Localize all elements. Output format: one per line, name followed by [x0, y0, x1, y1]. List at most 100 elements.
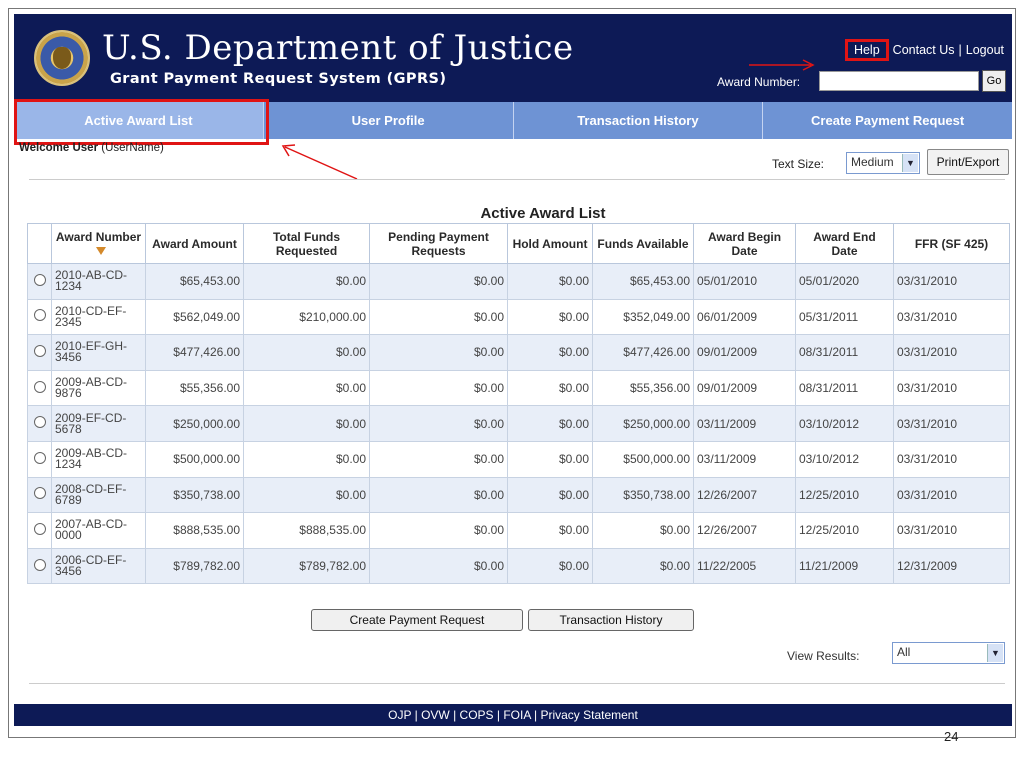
help-link[interactable]: Help — [844, 39, 889, 61]
radio-icon[interactable] — [33, 273, 46, 286]
cell-ffr: 03/31/2010 — [893, 512, 1010, 549]
cell-begin-date: 09/01/2009 — [693, 369, 796, 407]
view-results-value: All — [897, 645, 911, 659]
radio-icon[interactable] — [33, 487, 46, 500]
tab-create-payment-request[interactable]: Create Payment Request — [811, 113, 965, 128]
table-header-row: Award Number Award Amount Total Funds Re… — [27, 223, 1010, 264]
cell-end-date: 11/21/2009 — [795, 547, 894, 585]
header-award-amount: Award Amount — [145, 223, 244, 264]
cell-award-number: 2009-AB-CD-9876 — [51, 369, 146, 407]
cell-pending-payment: $0.00 — [369, 405, 508, 442]
contact-us-link[interactable]: Contact Us — [892, 43, 955, 57]
cell-total-funds: $0.00 — [243, 369, 370, 407]
cell-end-date: 05/01/2020 — [795, 263, 894, 300]
cell-funds-available: $0.00 — [592, 547, 694, 585]
row-select-cell — [27, 263, 52, 300]
header-hold-amount: Hold Amount — [507, 223, 593, 264]
page-number: 24 — [944, 729, 959, 744]
cell-end-date: 12/25/2010 — [795, 476, 894, 514]
row-select-cell — [27, 405, 52, 442]
cell-ffr: 03/31/2010 — [893, 369, 1010, 407]
site-subtitle: Grant Payment Request System (GPRS) — [110, 71, 447, 87]
transaction-history-button[interactable]: Transaction History — [528, 609, 694, 631]
go-button[interactable]: Go — [982, 70, 1006, 92]
table-row[interactable]: 2009-AB-CD-1234 $500,000.00 $0.00 $0.00 $0.0… — [27, 440, 1010, 478]
cell-hold-amount: $0.00 — [507, 440, 593, 478]
cell-award-amount: $65,453.00 — [145, 263, 244, 300]
cell-funds-available: $55,356.00 — [592, 369, 694, 407]
text-size-select[interactable]: Medium ▼ — [846, 152, 920, 174]
cell-pending-payment: $0.00 — [369, 440, 508, 478]
cell-pending-payment: $0.00 — [369, 476, 508, 514]
cell-begin-date: 12/26/2007 — [693, 476, 796, 514]
table-row[interactable]: 2010-EF-GH-3456 $477,426.00 $0.00 $0.00 $0.0… — [27, 334, 1010, 371]
cell-pending-payment: $0.00 — [369, 298, 508, 336]
header-end-date: Award End Date — [795, 223, 894, 264]
table-title: Active Award List — [480, 205, 606, 222]
radio-icon[interactable] — [33, 380, 46, 393]
create-payment-request-button[interactable]: Create Payment Request — [311, 609, 523, 631]
cell-funds-available: $250,000.00 — [592, 405, 694, 442]
cell-pending-payment: $0.00 — [369, 334, 508, 371]
cell-funds-available: $477,426.00 — [592, 334, 694, 371]
header-select — [27, 223, 52, 264]
tab-transaction-history[interactable]: Transaction History — [514, 102, 764, 139]
table-row[interactable]: 2009-AB-CD-9876 $55,356.00 $0.00 $0.00 $0.00… — [27, 369, 1010, 407]
main-nav: Active Award List User Profile Transacti… — [14, 102, 1012, 139]
cell-begin-date: 03/11/2009 — [693, 440, 796, 478]
cell-ffr: 12/31/2009 — [893, 547, 1010, 585]
table-row[interactable]: 2010-CD-EF-2345 $562,049.00 $210,000.00 $0.… — [27, 298, 1010, 336]
print-export-button[interactable]: Print/Export — [927, 149, 1009, 175]
radio-icon[interactable] — [33, 309, 46, 322]
cell-total-funds: $888,535.00 — [243, 512, 370, 549]
cell-funds-available: $500,000.00 — [592, 440, 694, 478]
row-select-cell — [27, 334, 52, 371]
logout-link[interactable]: Logout — [965, 43, 1004, 57]
cell-end-date: 03/10/2012 — [795, 405, 894, 442]
cell-hold-amount: $0.00 — [507, 476, 593, 514]
cell-award-amount: $888,535.00 — [145, 512, 244, 549]
cell-award-number: 2007-AB-CD-0000 — [51, 512, 146, 549]
divider — [29, 179, 1005, 180]
cell-total-funds: $789,782.00 — [243, 547, 370, 585]
row-select-cell — [27, 369, 52, 407]
cell-total-funds: $0.00 — [243, 334, 370, 371]
table-row[interactable]: 2007-AB-CD-0000 $888,535.00 $888,535.00 $0.… — [27, 512, 1010, 549]
cell-pending-payment: $0.00 — [369, 263, 508, 300]
cell-ffr: 03/31/2010 — [893, 405, 1010, 442]
cell-hold-amount: $0.00 — [507, 547, 593, 585]
radio-icon[interactable] — [33, 451, 46, 464]
row-select-cell — [27, 512, 52, 549]
cell-end-date: 12/25/2010 — [795, 512, 894, 549]
table-row[interactable]: 2006-CD-EF-3456 $789,782.00 $789,782.00 $0.… — [27, 547, 1010, 585]
cell-ffr: 03/31/2010 — [893, 334, 1010, 371]
radio-icon[interactable] — [33, 416, 46, 429]
sort-desc-icon[interactable] — [95, 247, 106, 256]
cell-funds-available: $65,453.00 — [592, 263, 694, 300]
cell-award-amount: $500,000.00 — [145, 440, 244, 478]
table-row[interactable]: 2010-AB-CD-1234 $65,453.00 $0.00 $0.00 $0.00… — [27, 263, 1010, 300]
radio-icon[interactable] — [33, 344, 46, 357]
cell-award-amount: $562,049.00 — [145, 298, 244, 336]
cell-begin-date: 06/01/2009 — [693, 298, 796, 336]
cell-award-amount: $477,426.00 — [145, 334, 244, 371]
footer-links[interactable]: OJP | OVW | COPS | FOIA | Privacy Statem… — [14, 704, 1012, 726]
red-arrow-icon — [749, 59, 815, 71]
cell-hold-amount: $0.00 — [507, 298, 593, 336]
site-header: U.S. Department of Justice Grant Payment… — [14, 14, 1012, 102]
cell-hold-amount: $0.00 — [507, 512, 593, 549]
table-row[interactable]: 2008-CD-EF-6789 $350,738.00 $0.00 $0.00 $0.0… — [27, 476, 1010, 514]
view-results-select[interactable]: All ▼ — [892, 642, 1005, 664]
cell-begin-date: 09/01/2009 — [693, 334, 796, 371]
radio-icon[interactable] — [33, 522, 46, 535]
table-row[interactable]: 2009-EF-CD-5678 $250,000.00 $0.00 $0.00 $0.0… — [27, 405, 1010, 442]
cell-funds-available: $352,049.00 — [592, 298, 694, 336]
cell-end-date: 05/31/2011 — [795, 298, 894, 336]
cell-hold-amount: $0.00 — [507, 369, 593, 407]
tab-active-award-list[interactable]: Active Award List — [14, 102, 264, 139]
text-size-value: Medium — [851, 155, 894, 169]
header-award-number[interactable]: Award Number — [51, 223, 146, 264]
award-number-input[interactable] — [819, 71, 979, 91]
radio-icon[interactable] — [33, 558, 46, 571]
tab-user-profile[interactable]: User Profile — [264, 102, 514, 139]
